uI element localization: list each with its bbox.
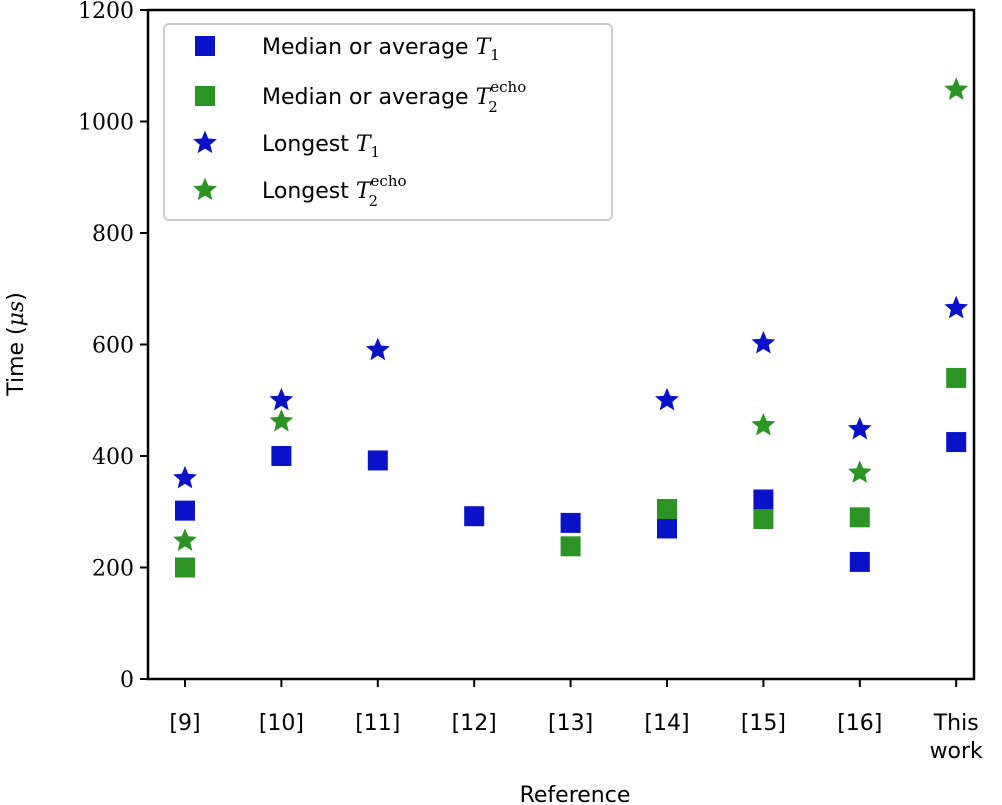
legend-label-4: Longest Techo 2 (262, 172, 407, 210)
data-point-s4-2 (269, 408, 294, 432)
legend-marker-4 (193, 177, 217, 201)
data-marks (173, 77, 969, 578)
x-tick-label: [12] (452, 711, 497, 736)
data-point-s2-9 (946, 367, 967, 388)
data-point-s1-7 (753, 489, 774, 510)
data-point-s3-2 (269, 387, 294, 411)
data-point-s1-9 (946, 432, 967, 453)
data-point-s2-5 (560, 536, 581, 557)
y-axis-label: Time (μs) (4, 292, 29, 397)
x-tick-label: This work (930, 711, 983, 764)
data-point-s1-6 (657, 518, 677, 539)
x-axis-ticks: [9] [10] [11] [12] [13] [14] [15] [16] This work (169, 679, 983, 764)
plot-frame (146, 8, 976, 681)
legend-marker-2 (195, 86, 215, 106)
x-tick-label: [11] (355, 711, 400, 736)
x-tick-label: [10] (259, 711, 304, 736)
legend-marker-3 (193, 130, 217, 154)
legend-label-3: Longest T1 (262, 132, 380, 161)
data-point-s3-7 (751, 330, 776, 354)
x-tick-label: [15] (741, 711, 786, 736)
data-point-s2-7 (753, 508, 774, 529)
data-point-s1-8 (849, 551, 870, 572)
data-point-s2-6 (657, 498, 677, 519)
y-tick-label: 1200 (78, 0, 134, 24)
data-point-s3-8 (847, 416, 872, 440)
y-axis-label-prefix: Time ( (4, 326, 29, 396)
data-point-s1-2 (271, 446, 292, 466)
legend-box (163, 23, 613, 221)
x-tick-label: [9] (169, 711, 200, 736)
data-point-s2-1 (175, 557, 195, 578)
y-axis-label-unit: μs (4, 301, 29, 327)
data-point-s3-6 (655, 387, 679, 411)
data-point-s3-3 (365, 337, 390, 361)
x-tick-label: [14] (644, 711, 689, 736)
legend-marker-1 (195, 36, 215, 56)
data-point-s4-9 (944, 77, 969, 100)
y-tick-label: 800 (92, 222, 134, 247)
data-point-s4-1 (173, 528, 197, 551)
legend-label-2: Median or average Techo 2 (262, 78, 526, 116)
data-point-s1-1 (175, 500, 195, 521)
legend: Median or average T1 Median or average Te… (163, 23, 613, 221)
x-tick-label: [13] (548, 711, 593, 736)
y-tick-label: 0 (120, 668, 134, 693)
data-point-s4-8 (847, 460, 872, 483)
legend-label-1: Median or average T1 (262, 35, 500, 64)
data-point-s1-3 (367, 450, 388, 471)
y-axis-label-suffix: ) (4, 292, 29, 301)
y-tick-label: 400 (92, 445, 134, 470)
data-point-s2-8 (849, 507, 870, 528)
y-tick-label: 600 (92, 334, 134, 359)
data-point-s4-7 (751, 412, 776, 436)
x-axis-label: Reference (520, 783, 631, 805)
data-point-s1-5 (560, 512, 581, 533)
y-tick-label: 200 (92, 557, 134, 582)
y-tick-label: 1000 (78, 111, 134, 136)
data-point-s1-4 (464, 506, 485, 527)
data-point-s3-1 (173, 465, 197, 489)
x-tick-label: [16] (837, 711, 882, 736)
y-axis-ticks: 0 200 400 600 800 1000 1200 (78, 0, 148, 693)
data-point-s3-9 (944, 295, 969, 319)
